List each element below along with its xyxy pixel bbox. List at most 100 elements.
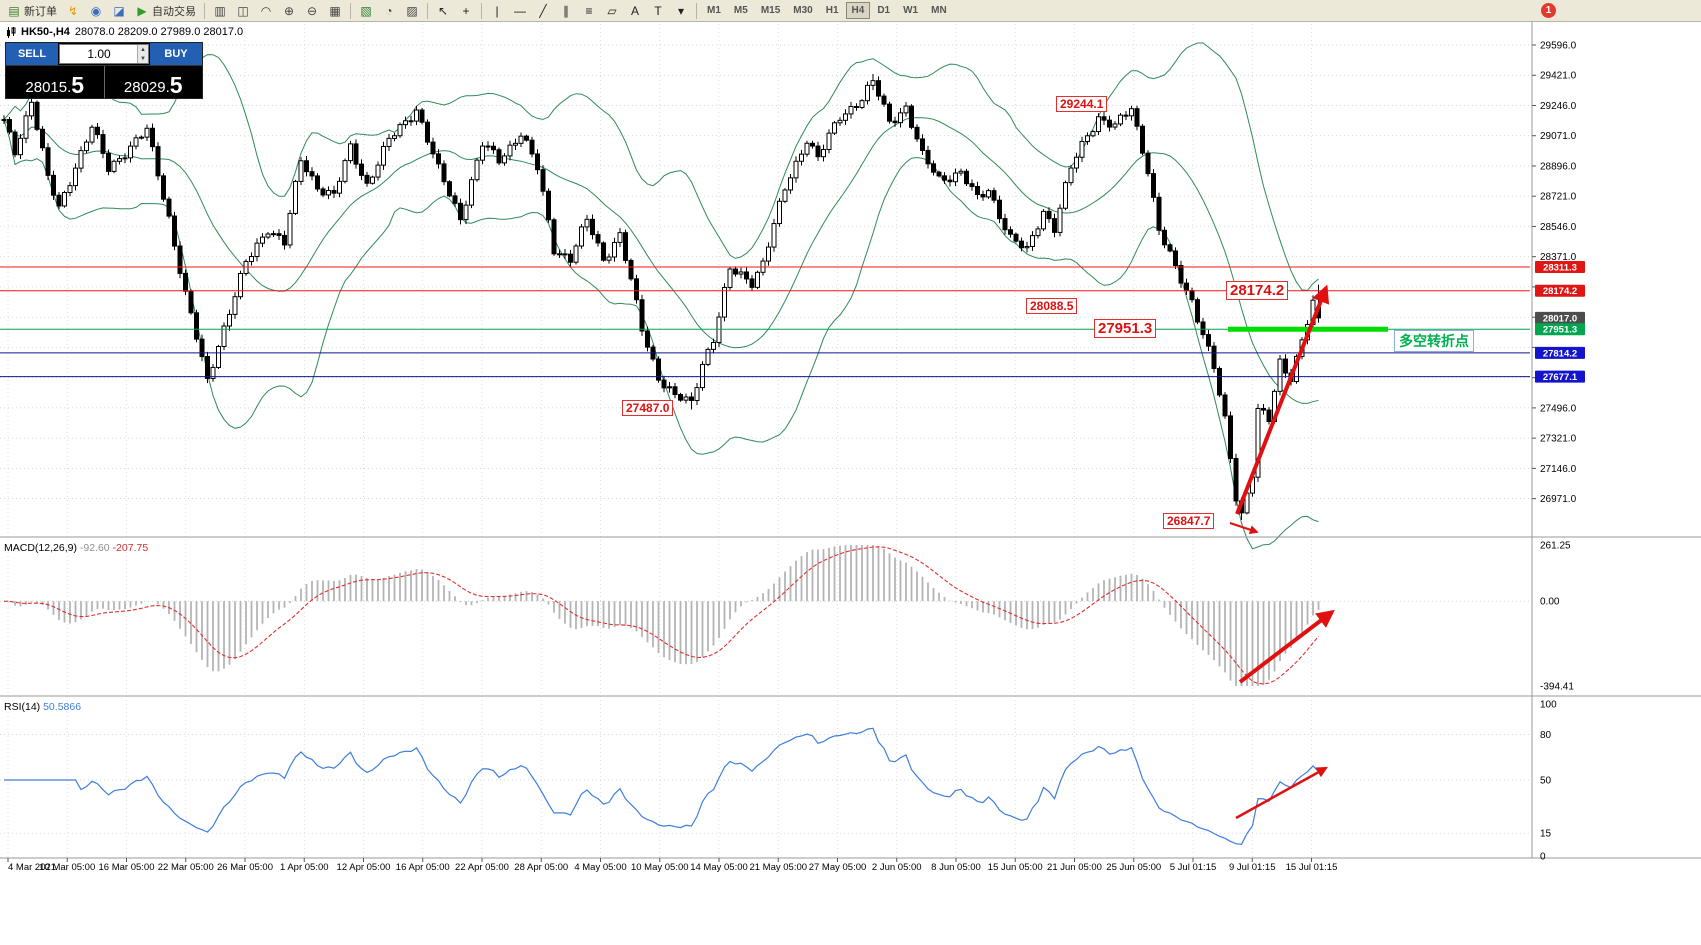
svg-text:25 Jun 05:00: 25 Jun 05:00 xyxy=(1106,862,1161,873)
template-icon: ▨ xyxy=(406,3,418,18)
data-window-button[interactable]: ◪ xyxy=(108,1,130,21)
timeframe-m1-button[interactable]: M1 xyxy=(707,5,721,16)
chart-window[interactable]: 29596.0 29421.0 29246.0 29071.0 28896.0 28721… xyxy=(0,22,1701,945)
timeframe-m15-button[interactable]: M15 xyxy=(760,5,781,16)
speaker-icon: ◪ xyxy=(113,3,125,18)
timeframe-w1-button[interactable]: W1 xyxy=(903,5,919,16)
market-watch-button[interactable]: ◉ xyxy=(85,1,107,21)
bars-icon: ▥ xyxy=(214,3,226,18)
new-order-button[interactable]: ▤ 新订单 xyxy=(3,1,61,21)
bid-price: 28015. 5 xyxy=(6,66,105,98)
one-click-trading-panel: SELL ▲ ▼ BUY 28015. 5 28029. 5 xyxy=(5,42,203,99)
price-tag-27814.2 xyxy=(1535,346,1585,359)
linechart-icon: ◠ xyxy=(260,3,272,18)
volume-input[interactable] xyxy=(60,47,148,61)
label-icon: T xyxy=(654,3,662,18)
timeframe-d1-button[interactable]: D1 xyxy=(877,5,891,16)
price-label-28088.5[interactable]: 28088.5 xyxy=(1026,298,1078,314)
svg-text:27677.1: 27677.1 xyxy=(1543,372,1578,383)
volume-spinner[interactable]: ▲ ▼ xyxy=(137,45,148,63)
people-icon: ◉ xyxy=(90,3,102,18)
svg-text:10 May 05:00: 10 May 05:00 xyxy=(631,862,689,873)
svg-text:10 Mar 05:00: 10 Mar 05:00 xyxy=(39,862,95,873)
svg-text:261.25: 261.25 xyxy=(1540,541,1571,552)
svg-text:28017.0: 28017.0 xyxy=(1543,313,1577,324)
price-label-29244.1[interactable]: 29244.1 xyxy=(1056,96,1108,112)
profiles-button[interactable]: ◔ xyxy=(378,1,400,21)
timeframe-h4-button[interactable]: H4 xyxy=(845,2,871,19)
svg-text:9 Jul 01:15: 9 Jul 01:15 xyxy=(1229,862,1275,873)
svg-text:12 Apr 05:00: 12 Apr 05:00 xyxy=(337,862,391,873)
timeframe-m5-button[interactable]: M5 xyxy=(733,5,748,16)
trend-arrow-1[interactable] xyxy=(1235,284,1330,515)
svg-text:22 Apr 05:00: 22 Apr 05:00 xyxy=(455,862,509,873)
tile-windows-button[interactable]: ▦ xyxy=(324,1,346,21)
crosshair-button[interactable]: + xyxy=(455,1,477,21)
cursor-button[interactable]: ↖ xyxy=(432,1,454,21)
new-chart-button[interactable]: ▧ xyxy=(355,1,377,21)
turning-point-note[interactable]: 多空转折点 xyxy=(1394,330,1474,352)
templates-button[interactable]: ▨ xyxy=(401,1,423,21)
arrows-list-button[interactable]: ▾ xyxy=(670,1,692,21)
shapes-button[interactable]: ▱ xyxy=(601,1,623,21)
sell-button[interactable]: SELL xyxy=(6,43,58,65)
svg-text:29596.0: 29596.0 xyxy=(1540,41,1577,52)
svg-text:0: 0 xyxy=(1540,852,1546,863)
timeframe-m30-button[interactable]: M30 xyxy=(793,5,813,16)
horizontal-line-button[interactable]: — xyxy=(509,1,531,21)
price-label-27951.3[interactable]: 27951.3 xyxy=(1094,319,1157,338)
candles-icon: ◫ xyxy=(237,3,249,18)
candlestick-mode-button[interactable]: ◫ xyxy=(232,1,254,21)
buy-button[interactable]: BUY xyxy=(150,43,202,65)
price-tag-27951.3 xyxy=(1535,323,1585,336)
svg-text:28311.3: 28311.3 xyxy=(1543,263,1577,274)
timeframe-h1-button[interactable]: H1 xyxy=(825,5,839,16)
volume-down-icon[interactable]: ▼ xyxy=(138,54,148,63)
fibonacci-retracement-button[interactable]: ≡ xyxy=(578,1,600,21)
zoom-in-button[interactable]: ⊕ xyxy=(278,1,300,21)
chart-plus-icon: ▧ xyxy=(360,3,372,18)
trend-arrow-3[interactable] xyxy=(1238,609,1335,684)
svg-text:5 Jul 01:15: 5 Jul 01:15 xyxy=(1170,862,1216,873)
timeframe-mn-button[interactable]: MN xyxy=(931,5,947,16)
svg-text:29246.0: 29246.0 xyxy=(1540,101,1577,112)
notification-badge[interactable]: 1 xyxy=(1541,3,1556,18)
price-chart-svg[interactable]: 29596.0 29421.0 29246.0 29071.0 28896.0 28721… xyxy=(0,22,1701,945)
toolbar-separator xyxy=(204,2,205,19)
text-button[interactable]: A xyxy=(624,1,646,21)
svg-text:21 Jun 05:00: 21 Jun 05:00 xyxy=(1047,862,1102,873)
svg-text:28896.0: 28896.0 xyxy=(1540,161,1577,172)
volume-field[interactable]: ▲ ▼ xyxy=(59,44,149,64)
toolbar-separator xyxy=(350,2,351,19)
equidistant-channel-button[interactable]: ∥ xyxy=(555,1,577,21)
svg-text:0.00: 0.00 xyxy=(1540,597,1560,608)
volume-up-icon[interactable]: ▲ xyxy=(138,45,148,54)
text-label-button[interactable]: T xyxy=(647,1,669,21)
svg-text:80: 80 xyxy=(1540,730,1552,741)
svg-text:28174.2: 28174.2 xyxy=(1543,286,1577,297)
bar-chart-mode-button[interactable]: ▥ xyxy=(209,1,231,21)
price-label-27487.0[interactable]: 27487.0 xyxy=(622,400,674,416)
trend-arrow-4[interactable] xyxy=(1235,766,1328,820)
grid-layer xyxy=(0,24,1530,858)
auto-trading-button[interactable]: ▶ 自动交易 xyxy=(131,1,200,21)
chart-icon xyxy=(7,26,16,38)
main-toolbar: ▤ 新订单 ↯ ◉ ◪ ▶ 自动交易 ▥ ◫ ◠ ⊕ ⊖ ▦ ▧ ◔ ▨ ↖ + | — ╱ ∥ ≡ ▱ A T ▾ M1 M5 M15 M… xyxy=(0,0,1701,22)
price-label-26847.7[interactable]: 26847.7 xyxy=(1163,513,1215,529)
doc-plus-icon: ▤ xyxy=(8,3,20,18)
crosshair-icon: + xyxy=(462,3,470,18)
ask-price: 28029. 5 xyxy=(105,66,203,98)
trendline-button[interactable]: ╱ xyxy=(532,1,554,21)
trend-arrow-2[interactable] xyxy=(1229,522,1259,534)
trend-icon: ╱ xyxy=(539,3,547,18)
svg-text:-394.41: -394.41 xyxy=(1540,682,1574,693)
price-label-28174.2[interactable]: 28174.2 xyxy=(1226,281,1289,300)
vertical-line-button[interactable]: | xyxy=(486,1,508,21)
line-chart-mode-button[interactable]: ◠ xyxy=(255,1,277,21)
svg-text:27 May 05:00: 27 May 05:00 xyxy=(809,862,867,873)
zoom-out-button[interactable]: ⊖ xyxy=(301,1,323,21)
ask-price-big: 5 xyxy=(169,72,183,99)
red-arrows[interactable] xyxy=(1229,284,1335,820)
charts-group-button[interactable]: ↯ xyxy=(62,1,84,21)
